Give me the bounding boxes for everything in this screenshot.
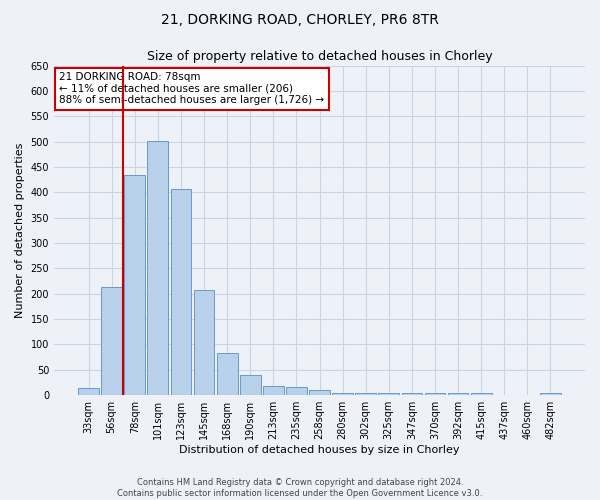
Bar bbox=[379, 393, 399, 395]
Text: 21, DORKING ROAD, CHORLEY, PR6 8TR: 21, DORKING ROAD, CHORLEY, PR6 8TR bbox=[161, 12, 439, 26]
Bar bbox=[124, 174, 145, 395]
Text: Contains HM Land Registry data © Crown copyright and database right 2024.
Contai: Contains HM Land Registry data © Crown c… bbox=[118, 478, 482, 498]
Bar bbox=[425, 393, 445, 395]
Bar bbox=[309, 390, 330, 395]
Bar bbox=[471, 393, 491, 395]
Bar bbox=[170, 189, 191, 395]
Bar bbox=[540, 393, 561, 395]
Bar bbox=[217, 352, 238, 395]
Bar bbox=[148, 140, 168, 395]
Bar bbox=[517, 394, 538, 395]
Bar bbox=[194, 290, 214, 395]
Bar bbox=[401, 393, 422, 395]
Bar bbox=[263, 386, 284, 395]
Y-axis label: Number of detached properties: Number of detached properties bbox=[15, 142, 25, 318]
Bar bbox=[332, 392, 353, 395]
Bar bbox=[494, 394, 515, 395]
Bar bbox=[240, 376, 260, 395]
Bar bbox=[355, 393, 376, 395]
Bar bbox=[78, 388, 99, 395]
Bar bbox=[286, 387, 307, 395]
Bar bbox=[448, 393, 469, 395]
Bar bbox=[101, 287, 122, 395]
Text: 21 DORKING ROAD: 78sqm
← 11% of detached houses are smaller (206)
88% of semi-de: 21 DORKING ROAD: 78sqm ← 11% of detached… bbox=[59, 72, 325, 106]
X-axis label: Distribution of detached houses by size in Chorley: Distribution of detached houses by size … bbox=[179, 445, 460, 455]
Title: Size of property relative to detached houses in Chorley: Size of property relative to detached ho… bbox=[147, 50, 493, 63]
